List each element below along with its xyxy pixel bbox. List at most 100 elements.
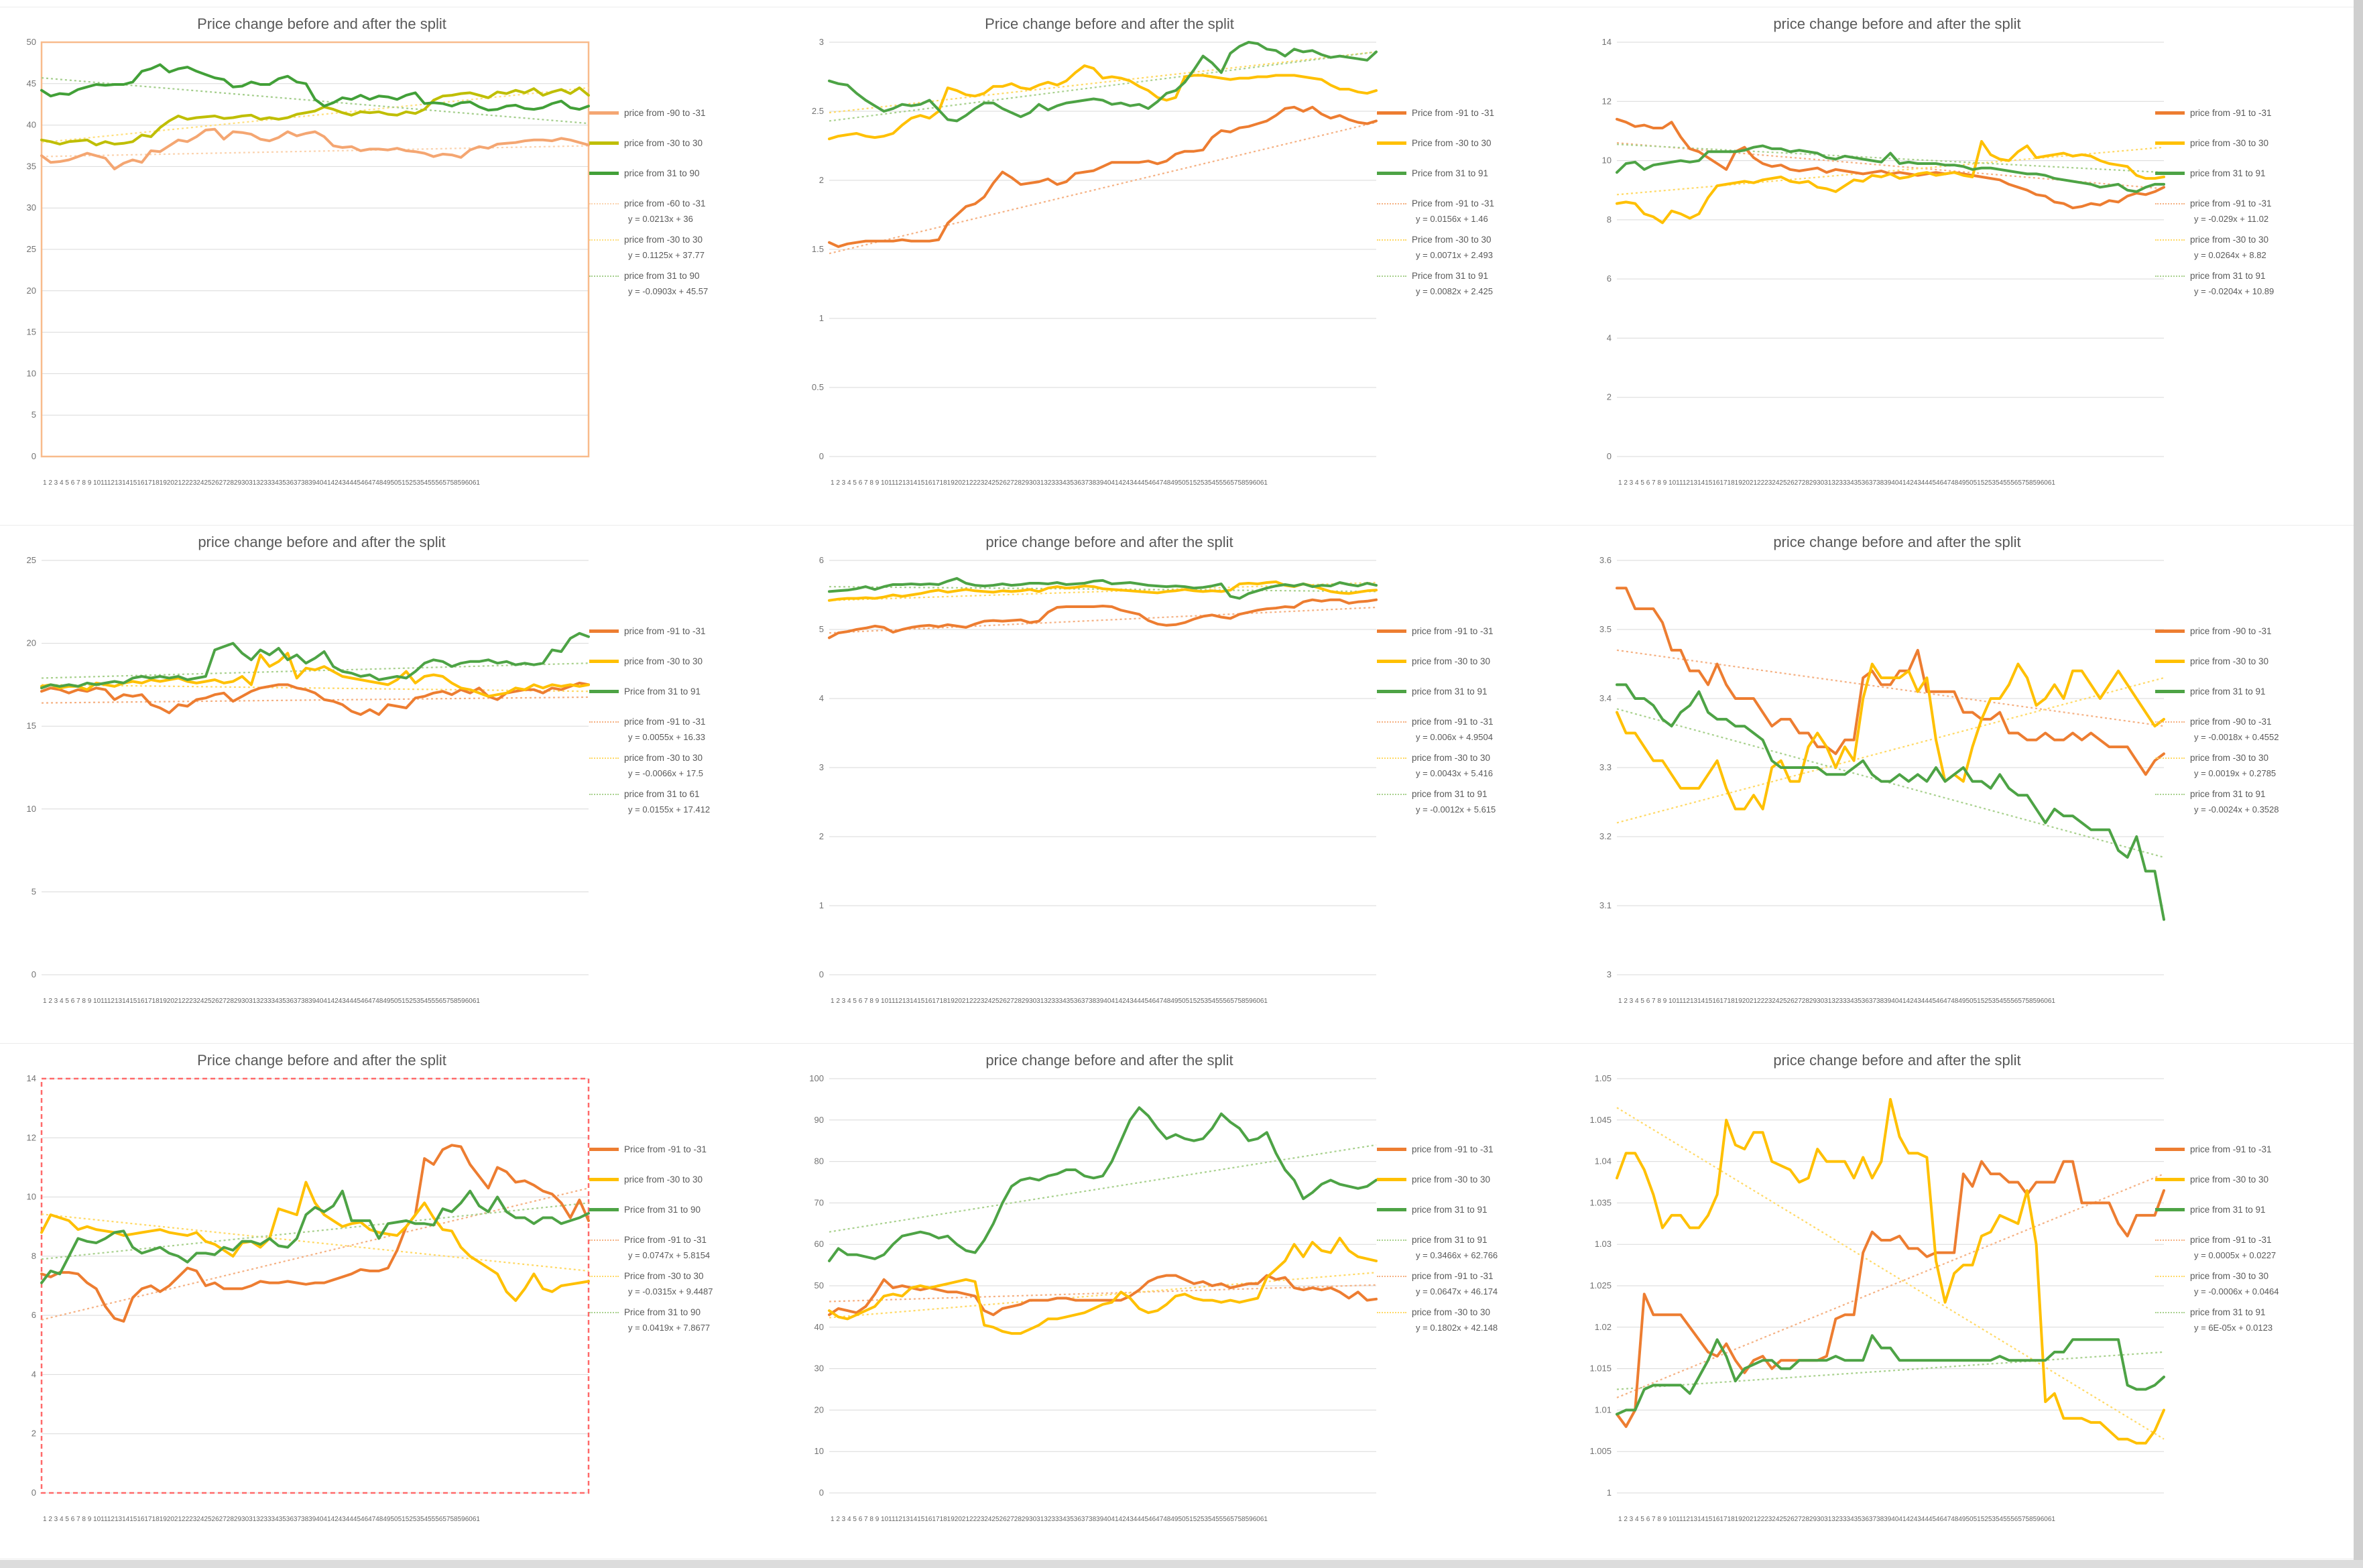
chart-panel-7: Price change before and after the split … [0,1044,788,1559]
y-tick-label: 2 [32,1429,36,1439]
legend-label: price from -30 to 30 [624,138,703,148]
legend-label: price from 31 to 91 [2190,686,2266,697]
legend-label: price from -91 to -31 [2190,1144,2272,1154]
y-tick-label: 0 [819,1488,824,1498]
legend-item: price from -30 to 30 [1377,1307,1570,1317]
legend-item: Price from -30 to 30 [589,1271,782,1281]
trendline-swatch-icon [2155,1239,2185,1241]
x-axis-labels: 1 2 3 4 5 6 7 8 9 1011121314151617181920… [831,1516,1268,1523]
legend-item: Price from -91 to -31 [589,1235,782,1245]
trendline-swatch-icon [589,275,619,277]
trendline [41,684,589,692]
y-tick-label: 1 [1607,1488,1612,1498]
trendline-equation: y = 0.0019x + 0.2785 [2194,768,2277,778]
y-tick-label: 3.5 [1599,624,1612,634]
legend-item: price from 31 to 91 [1377,1235,1570,1245]
legend-item: price from 31 to 90 [589,271,782,281]
series-swatch-icon [2155,660,2185,663]
y-tick-label: 10 [1602,156,1612,166]
legend-item: Price from -30 to 30 [1377,138,1570,148]
series-line [828,64,1378,141]
trendline [829,51,1377,114]
legend-item: price from 31 to 91 [2155,271,2348,281]
legend-item: price from -30 to 30 [1377,753,1570,763]
series-line [1616,1097,2165,1445]
legend-label: price from -30 to 30 [624,753,703,763]
legend-label: price from 31 to 91 [1412,686,1488,697]
y-tick-label: 5 [819,624,824,634]
y-tick-label: 1.03 [1595,1239,1612,1249]
legend-label: price from -90 to -31 [624,108,706,118]
y-tick-label: 35 [27,161,36,171]
trendline-equation: y = 0.0647x + 46.174 [1416,1286,1498,1296]
trendline-swatch-icon [2155,275,2185,277]
trendline-swatch-icon [589,757,619,759]
trendline-swatch-icon [589,721,619,723]
trendline-equation: y = 0.0747x + 5.8154 [628,1250,711,1260]
legend-label: price from -30 to 30 [2190,1174,2269,1185]
trendline-swatch-icon [589,1275,619,1277]
y-tick-label: 70 [814,1197,824,1207]
series-line [1616,662,2165,810]
y-tick-label: 1 [819,900,824,910]
legend-item: price from -30 to 30 [2155,1174,2348,1185]
series-swatch-icon [589,1178,619,1181]
y-tick-label: 10 [814,1446,824,1456]
series-line [828,577,1378,600]
y-tick-label: 1.04 [1595,1156,1612,1166]
legend-label: price from -30 to 30 [2190,753,2269,763]
y-tick-label: 0 [1607,451,1612,461]
y-tick-label: 0 [32,1488,36,1498]
x-axis-labels: 1 2 3 4 5 6 7 8 9 1011121314151617181920… [43,998,480,1005]
legend-item: price from 31 to 61 [589,789,782,799]
legend-label: price from -91 to -31 [2190,108,2272,118]
y-tick-label: 25 [27,244,36,254]
series-swatch-icon [1377,1208,1406,1211]
trendline-equation: y = -0.0024x + 0.3528 [2194,804,2279,815]
legend-item: price from 31 to 91 [2155,1307,2348,1317]
trendline-swatch-icon [2155,1311,2185,1313]
trendline-swatch-icon [2155,793,2185,795]
y-tick-label: 6 [1607,274,1612,284]
chart-panel-8: price change before and after the split … [788,1044,1575,1559]
trendline-equation: y = 0.0071x + 2.493 [1416,250,1493,260]
trendline-equation: y = 0.0264x + 8.82 [2194,250,2266,260]
legend-label: Price from 31 to 91 [624,686,701,697]
y-tick-label: 0 [819,451,824,461]
series-swatch-icon [2155,1148,2185,1151]
line-chart-plot: 14 12 10 8 6 4 2 0 [1602,37,2165,461]
window-bottom-edge [0,1560,2363,1568]
legend-item: price from -60 to -31 [589,198,782,208]
y-tick-label: 0.5 [812,382,824,392]
chart-title: price change before and after the split [1773,15,2021,32]
legend-item: price from -90 to -31 [2155,626,2348,636]
y-tick-label: 100 [809,1073,824,1083]
legend-item: price from -30 to 30 [589,1174,782,1185]
y-tick-label: 1 [819,313,824,323]
trendline-swatch-icon [2155,721,2185,723]
trendline-swatch-icon [589,1239,619,1241]
trendline-swatch-icon [1377,1275,1406,1277]
y-tick-label: 4 [32,1369,36,1379]
series-line [1616,117,2165,210]
y-tick-label: 4 [819,693,824,703]
legend-label: price from -30 to 30 [1412,753,1491,763]
legend-label: Price from 31 to 90 [624,1205,701,1215]
y-tick-label: 0 [32,451,36,461]
trendline-equation: y = 0.0055x + 16.33 [628,732,705,742]
y-tick-label: 5 [32,410,36,420]
trendline-swatch-icon [1377,1239,1406,1241]
legend-label: price from 31 to 90 [624,271,700,281]
legend-label: price from -91 to -31 [624,626,706,636]
legend-item: Price from 31 to 91 [589,686,782,697]
chart-panel-1: Price change before and after the split … [0,7,788,526]
chart-panel-5: price change before and after the split … [788,526,1575,1044]
y-tick-label: 6 [819,555,824,565]
chart-legend: price from -90 to -31 price from -30 to 3… [2155,626,2348,825]
y-tick-label: 10 [27,804,36,814]
legend-label: price from 31 to 91 [2190,1205,2266,1215]
y-tick-label: 50 [27,37,36,47]
trendline-swatch-icon [1377,721,1406,723]
series-line [40,652,590,698]
trendline [41,696,589,704]
